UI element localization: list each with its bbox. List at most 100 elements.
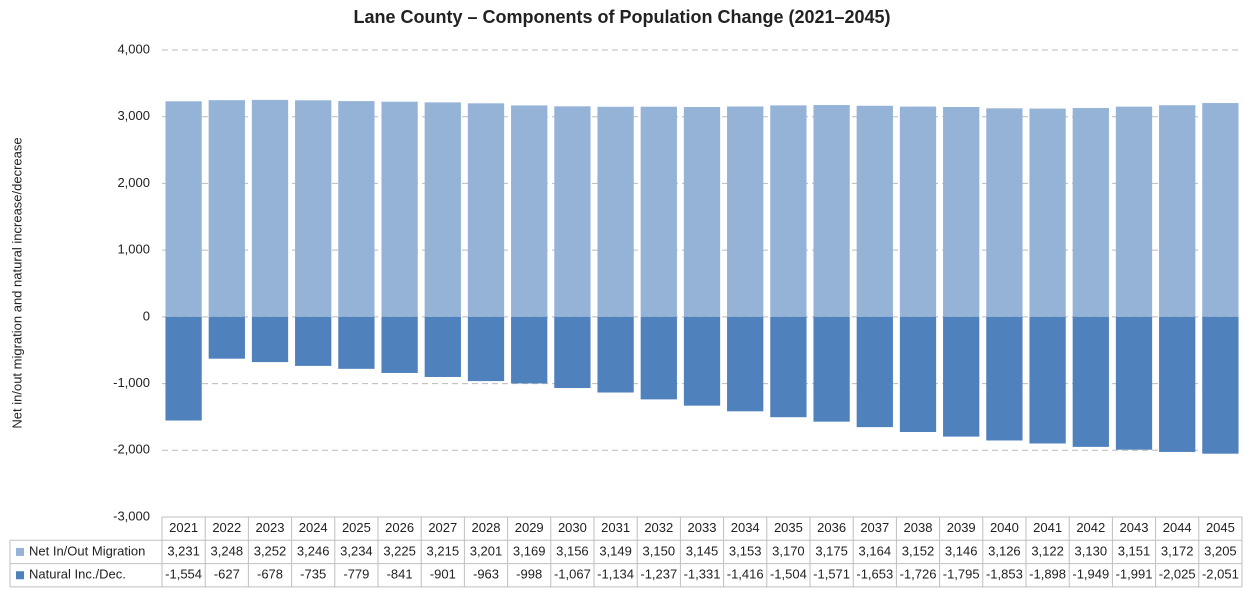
x-tick-label: 2033 xyxy=(688,520,717,535)
bar xyxy=(1072,108,1109,317)
data-label: 3,126 xyxy=(988,543,1021,558)
bar xyxy=(511,316,548,384)
data-label: 3,234 xyxy=(340,543,373,558)
bar xyxy=(597,106,634,317)
data-label: 3,231 xyxy=(167,543,200,558)
y-tick-label: 3,000 xyxy=(117,108,150,123)
y-tick-label: 1,000 xyxy=(117,242,150,257)
bar xyxy=(381,316,418,373)
data-label: 3,151 xyxy=(1118,543,1151,558)
y-axis-label: Net in/out migration and natural increas… xyxy=(9,137,24,428)
data-label: 3,152 xyxy=(902,543,935,558)
x-tick-label: 2034 xyxy=(731,520,760,535)
data-label: -627 xyxy=(214,567,240,582)
bar xyxy=(295,316,332,366)
bar xyxy=(899,106,937,317)
bar xyxy=(208,100,245,317)
x-tick-label: 2029 xyxy=(515,520,544,535)
bar xyxy=(381,101,418,317)
data-label: 3,172 xyxy=(1161,543,1194,558)
data-label: 3,246 xyxy=(297,543,330,558)
x-tick-label: 2038 xyxy=(904,520,933,535)
x-tick-label: 2042 xyxy=(1076,520,1105,535)
data-label: 3,153 xyxy=(729,543,762,558)
bar xyxy=(295,100,332,317)
data-label: 3,164 xyxy=(859,543,892,558)
bar xyxy=(856,105,893,317)
x-tick-label: 2035 xyxy=(774,520,803,535)
bar xyxy=(554,316,591,389)
bar xyxy=(1029,108,1066,317)
bar xyxy=(813,105,850,317)
bar xyxy=(165,316,202,421)
y-tick-label: 2,000 xyxy=(117,175,150,190)
bar xyxy=(424,316,461,377)
x-tick-label: 2040 xyxy=(990,520,1019,535)
data-label: -1,504 xyxy=(770,567,807,582)
data-label: -779 xyxy=(343,567,369,582)
data-label: -2,051 xyxy=(1202,567,1239,582)
bar xyxy=(467,316,505,382)
data-label: -1,653 xyxy=(856,567,893,582)
x-tick-label: 2023 xyxy=(256,520,285,535)
bar xyxy=(943,316,980,437)
data-label: -1,067 xyxy=(554,567,591,582)
x-tick-label: 2032 xyxy=(644,520,673,535)
bar xyxy=(1115,316,1153,450)
bar xyxy=(943,106,980,317)
data-label: -1,949 xyxy=(1072,567,1109,582)
x-tick-label: 2030 xyxy=(558,520,587,535)
legend-label: Natural Inc./Dec. xyxy=(29,567,126,582)
y-tick-label: -2,000 xyxy=(113,442,150,457)
bar xyxy=(1029,316,1066,444)
bar xyxy=(251,99,289,317)
bar xyxy=(424,102,461,317)
x-tick-label: 2039 xyxy=(947,520,976,535)
data-label: 3,156 xyxy=(556,543,589,558)
bar xyxy=(856,316,893,428)
bar xyxy=(338,101,375,317)
bar xyxy=(770,316,807,418)
y-tick-label: 0 xyxy=(143,308,150,323)
bar xyxy=(1159,105,1196,317)
x-tick-label: 2044 xyxy=(1163,520,1192,535)
bar xyxy=(1202,316,1239,454)
bar xyxy=(683,316,721,406)
data-label: 3,215 xyxy=(427,543,460,558)
data-label: -1,237 xyxy=(640,567,677,582)
data-label: -1,795 xyxy=(943,567,980,582)
bar xyxy=(813,316,850,422)
data-label: -1,991 xyxy=(1116,567,1153,582)
data-label: -1,554 xyxy=(165,567,202,582)
bar xyxy=(770,105,807,317)
data-label: -1,898 xyxy=(1029,567,1066,582)
data-label: 3,122 xyxy=(1031,543,1064,558)
x-tick-label: 2031 xyxy=(601,520,630,535)
data-label: -678 xyxy=(257,567,283,582)
data-label: 3,201 xyxy=(470,543,503,558)
x-tick-label: 2036 xyxy=(817,520,846,535)
y-tick-label: -1,000 xyxy=(113,375,150,390)
data-label: -735 xyxy=(300,567,326,582)
bar xyxy=(986,108,1023,317)
data-label: 3,175 xyxy=(815,543,848,558)
y-tick-label: -3,000 xyxy=(113,508,150,523)
bar xyxy=(899,316,937,433)
bar xyxy=(683,107,721,317)
data-label: -841 xyxy=(387,567,413,582)
bar xyxy=(727,106,764,317)
data-label: -1,416 xyxy=(727,567,764,582)
bar xyxy=(251,316,289,363)
data-label: -963 xyxy=(473,567,499,582)
x-tick-label: 2026 xyxy=(385,520,414,535)
data-label: 3,149 xyxy=(599,543,632,558)
data-label: -1,853 xyxy=(986,567,1023,582)
bar xyxy=(986,316,1023,441)
bar xyxy=(640,316,677,400)
bar xyxy=(554,106,591,317)
bar xyxy=(640,106,677,317)
x-tick-label: 2021 xyxy=(169,520,198,535)
x-tick-label: 2022 xyxy=(212,520,241,535)
data-label: 3,169 xyxy=(513,543,546,558)
